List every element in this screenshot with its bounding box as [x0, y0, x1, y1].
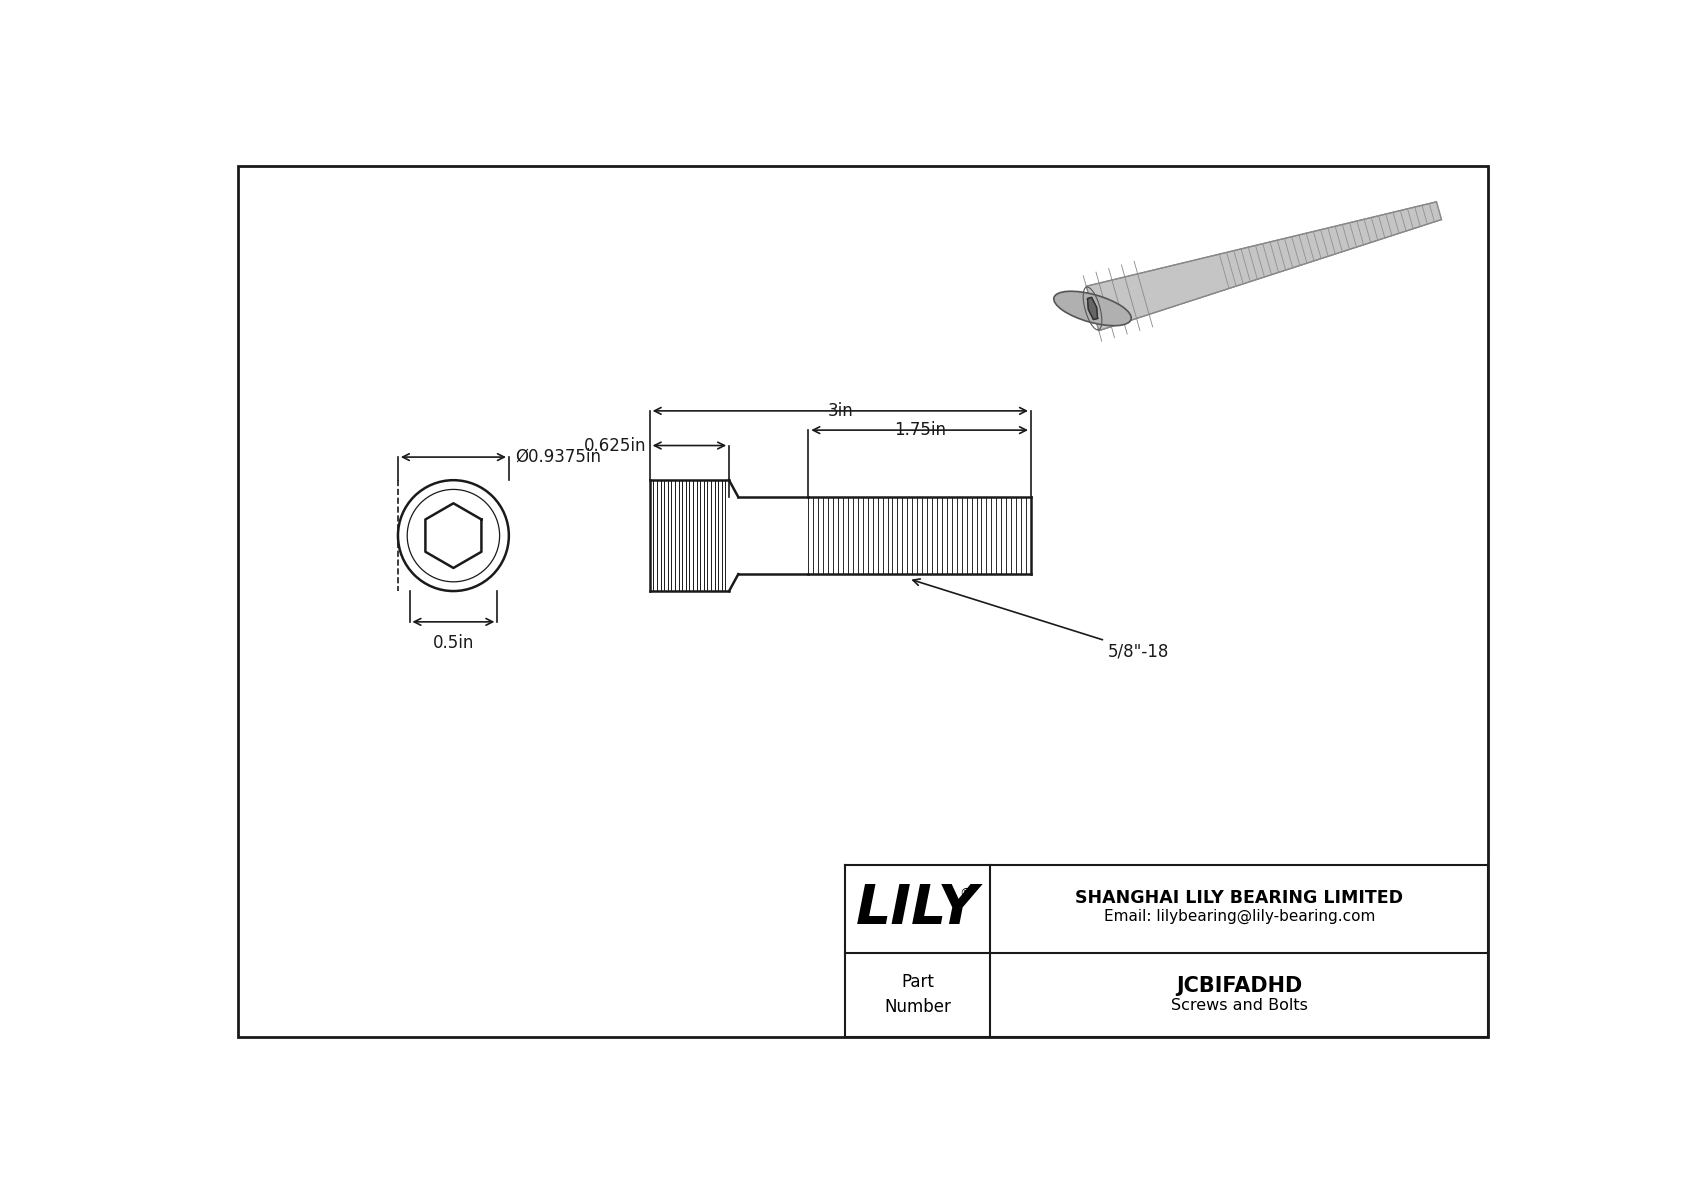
Text: Email: lilybearing@lily-bearing.com: Email: lilybearing@lily-bearing.com [1103, 909, 1374, 924]
Text: 0.5in: 0.5in [433, 634, 475, 653]
Polygon shape [1088, 298, 1098, 319]
Text: JCBIFADHD: JCBIFADHD [1175, 975, 1302, 996]
Text: 3in: 3in [827, 401, 854, 420]
Ellipse shape [1054, 292, 1132, 325]
Text: ®: ® [958, 887, 972, 900]
Polygon shape [1086, 201, 1442, 331]
Text: Part
Number: Part Number [884, 973, 951, 1016]
Text: LILY: LILY [855, 883, 978, 936]
Text: 1.75in: 1.75in [894, 422, 946, 439]
Text: 5/8"-18: 5/8"-18 [913, 579, 1169, 660]
Text: 0.625in: 0.625in [583, 437, 647, 455]
Text: Screws and Bolts: Screws and Bolts [1170, 998, 1308, 1014]
Text: Ø0.9375in: Ø0.9375in [515, 448, 601, 466]
Text: SHANGHAI LILY BEARING LIMITED: SHANGHAI LILY BEARING LIMITED [1074, 890, 1403, 908]
